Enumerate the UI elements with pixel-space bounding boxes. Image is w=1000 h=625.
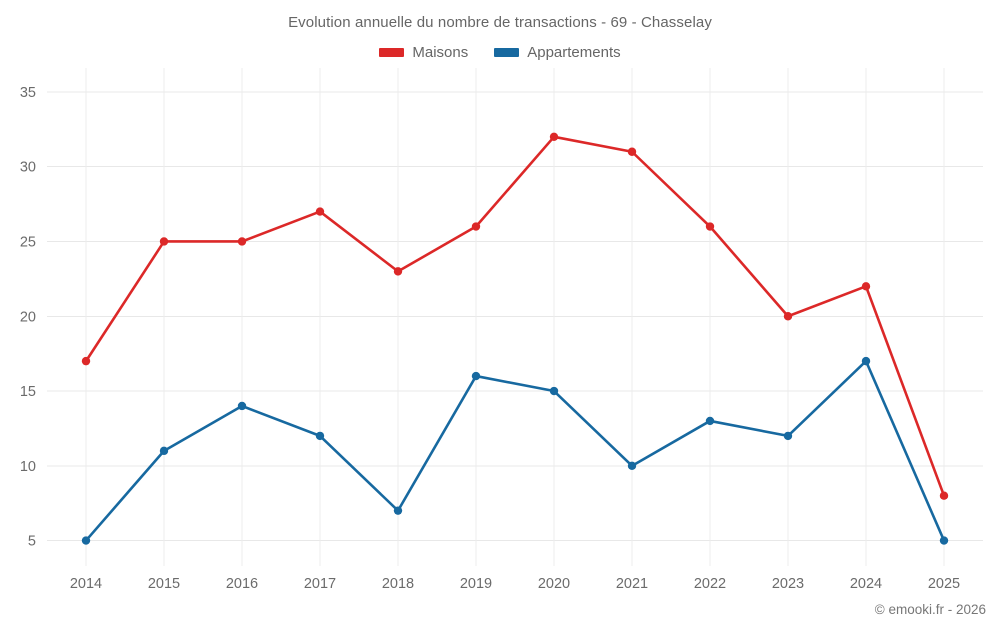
data-point-appartements-2017[interactable] <box>315 431 325 441</box>
data-point-maisons-2016[interactable] <box>237 237 247 246</box>
x-axis-tick-label: 2017 <box>304 576 336 592</box>
data-point-maisons-2022[interactable] <box>705 222 715 231</box>
x-axis-tick-label: 2016 <box>226 576 258 592</box>
data-point-appartements-2025[interactable] <box>939 536 949 545</box>
data-point-maisons-2015[interactable] <box>159 237 169 246</box>
data-point-appartements-2015[interactable] <box>159 446 169 456</box>
legend-swatch-maisons <box>379 48 405 57</box>
data-point-maisons-2018[interactable] <box>393 267 403 276</box>
y-axis-tick-label: 35 <box>20 85 36 101</box>
y-axis-tick-label: 5 <box>28 534 36 550</box>
data-point-appartements-2021[interactable] <box>627 461 637 471</box>
data-point-maisons-2020[interactable] <box>549 132 559 141</box>
data-point-maisons-2023[interactable] <box>783 312 793 321</box>
x-axis-tick-label: 2023 <box>772 576 804 592</box>
data-point-appartements-2022[interactable] <box>705 416 715 426</box>
y-axis-tick-label: 10 <box>20 459 36 475</box>
x-axis-tick-label: 2018 <box>382 576 414 592</box>
copyright-credit: © emooki.fr - 2026 <box>874 602 986 617</box>
legend-item-maisons[interactable]: Maisons <box>379 44 468 61</box>
data-point-maisons-2021[interactable] <box>627 147 637 156</box>
x-axis-tick-label: 2019 <box>460 576 492 592</box>
x-axis-tick-label: 2021 <box>616 576 648 592</box>
data-point-appartements-2023[interactable] <box>783 431 793 441</box>
data-point-appartements-2024[interactable] <box>861 356 871 366</box>
x-axis-tick-label: 2014 <box>70 576 102 592</box>
chart-legend: Maisons Appartements <box>0 44 1000 61</box>
data-point-maisons-2014[interactable] <box>81 356 91 366</box>
data-point-appartements-2016[interactable] <box>237 401 247 411</box>
data-point-appartements-2020[interactable] <box>549 386 559 396</box>
x-axis-tick-label: 2020 <box>538 576 570 592</box>
data-point-appartements-2019[interactable] <box>471 371 481 381</box>
data-point-maisons-2019[interactable] <box>471 222 481 231</box>
legend-item-appartements[interactable]: Appartements <box>494 44 621 61</box>
x-axis-tick-label: 2015 <box>148 576 180 592</box>
data-point-maisons-2017[interactable] <box>315 207 325 216</box>
y-axis-tick-label: 25 <box>20 234 36 250</box>
y-axis-tick-label: 15 <box>20 384 36 400</box>
series-line-maisons <box>84 135 946 498</box>
series-line-appartements <box>84 359 946 542</box>
y-axis-tick-label: 20 <box>20 309 36 325</box>
chart-title: Evolution annuelle du nombre de transact… <box>288 14 712 31</box>
y-axis-tick-label: 30 <box>20 160 36 176</box>
x-axis-tick-label: 2022 <box>694 576 726 592</box>
x-axis-tick-label: 2024 <box>850 576 882 592</box>
x-axis-tick-label: 2025 <box>928 576 960 592</box>
legend-swatch-appartements <box>494 48 520 57</box>
data-point-maisons-2025[interactable] <box>939 491 949 500</box>
data-point-appartements-2018[interactable] <box>393 506 403 515</box>
legend-label-appartements: Appartements <box>527 44 621 61</box>
legend-label-maisons: Maisons <box>412 44 469 61</box>
data-point-appartements-2014[interactable] <box>81 536 91 545</box>
data-point-maisons-2024[interactable] <box>861 282 871 291</box>
